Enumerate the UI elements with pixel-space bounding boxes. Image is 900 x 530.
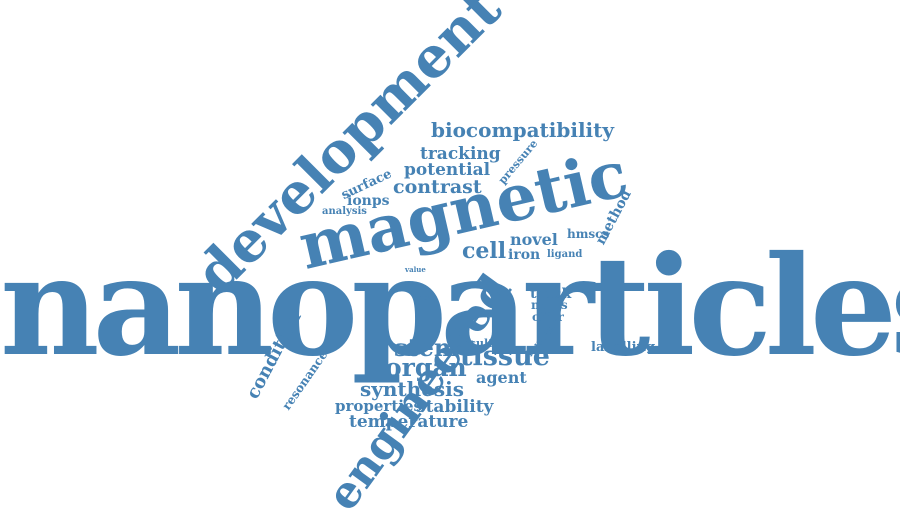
- word-labelling: labelling: [591, 341, 655, 354]
- word-biocompatibility: biocompatibility: [431, 120, 614, 140]
- word-iron: iron: [508, 248, 540, 262]
- word-offer: offer: [532, 311, 564, 323]
- word-value: value: [405, 266, 426, 273]
- word-ligand: ligand: [547, 250, 582, 260]
- word-agent: agent: [476, 370, 527, 386]
- word-dhca: dhca: [413, 294, 432, 301]
